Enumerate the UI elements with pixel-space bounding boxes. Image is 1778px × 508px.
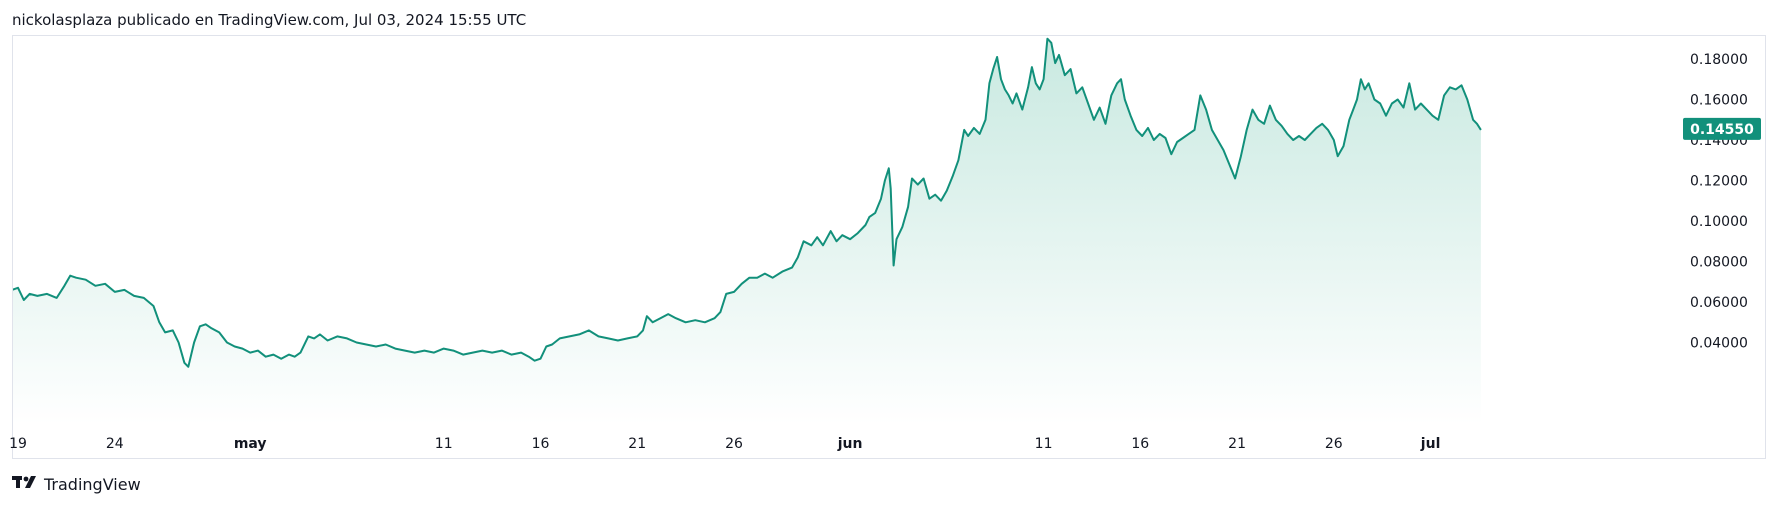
chart-header-text: nickolasplaza publicado en TradingView.c…	[12, 11, 527, 29]
footer-branding: TradingView	[12, 474, 141, 494]
y-tick-label: 0.18000	[1690, 52, 1748, 68]
price-line	[13, 37, 1482, 368]
x-tick-label: 21	[1228, 436, 1246, 452]
x-tick-label: 16	[532, 436, 550, 452]
price-chart: 0.180000.160000.140000.120000.100000.080…	[9, 37, 1761, 452]
x-tick-label: jun	[837, 436, 863, 452]
y-tick-label: 0.12000	[1690, 174, 1748, 190]
y-tick-label: 0.16000	[1690, 93, 1748, 109]
y-tick-label: 0.06000	[1690, 295, 1748, 311]
x-tick-label: 24	[106, 436, 124, 452]
x-tick-label: 21	[628, 436, 646, 452]
x-tick-label: 11	[435, 436, 453, 452]
tradingview-brand[interactable]: TradingView	[44, 474, 141, 494]
x-tick-label: 26	[725, 436, 743, 452]
x-tick-label: 11	[1035, 436, 1053, 452]
tradingview-logo-icon	[12, 474, 38, 494]
price-area-fill	[13, 38, 1481, 424]
x-tick-label: may	[234, 436, 267, 452]
x-tick-label: 19	[9, 436, 27, 452]
x-tick-label: 16	[1131, 436, 1149, 452]
y-tick-label: 0.10000	[1690, 214, 1748, 230]
y-tick-label: 0.04000	[1690, 336, 1748, 352]
x-tick-label: 26	[1325, 436, 1343, 452]
last-price-label: 0.14550	[1690, 122, 1754, 138]
chart-frame	[12, 35, 1766, 459]
y-tick-label: 0.08000	[1690, 255, 1748, 271]
last-price-tag	[1683, 117, 1761, 140]
x-tick-label: jul	[1420, 436, 1441, 452]
